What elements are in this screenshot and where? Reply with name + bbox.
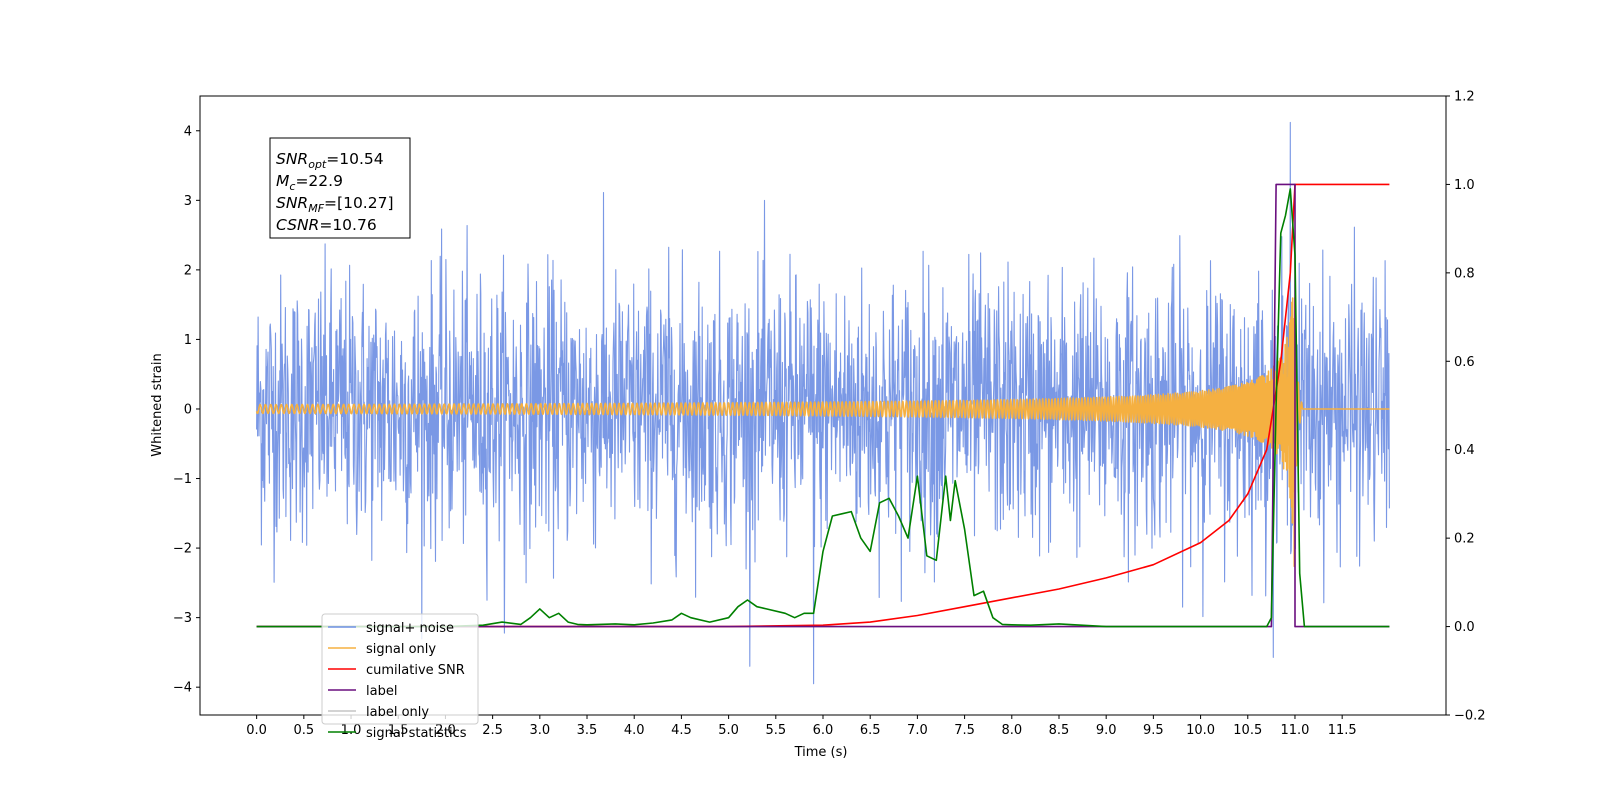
x-tick-label: 10.0 bbox=[1186, 723, 1215, 738]
y-tick-label: 1 bbox=[184, 333, 192, 348]
x-tick-label: 3.5 bbox=[577, 723, 598, 738]
legend-label: cumilative SNR bbox=[366, 663, 465, 678]
x-tick-label: 2.5 bbox=[482, 723, 503, 738]
y-tick-label: −1 bbox=[173, 472, 192, 487]
y-tick-label: 2 bbox=[184, 263, 192, 278]
y-tick-label: −2 bbox=[173, 542, 192, 557]
y-right-tick-label: 0.6 bbox=[1454, 355, 1475, 370]
x-tick-label: 5.5 bbox=[765, 723, 786, 738]
y-right-tick-label: 0.8 bbox=[1454, 266, 1475, 281]
stats-annotation-box: SNRopt=10.54Mc=22.9SNRMF=[10.27]CSNR=10.… bbox=[269, 137, 411, 239]
legend-label: signal only bbox=[366, 642, 436, 657]
x-tick-label: 10.5 bbox=[1233, 723, 1262, 738]
x-tick-label: 6.5 bbox=[860, 723, 881, 738]
series-signal-only-line bbox=[255, 296, 1390, 568]
x-tick-label: 9.0 bbox=[1096, 723, 1117, 738]
x-tick-label: 1.0 bbox=[341, 723, 362, 738]
x-tick-label: 8.0 bbox=[1001, 723, 1022, 738]
x-tick-label: 3.0 bbox=[529, 723, 550, 738]
x-tick-label: 0.0 bbox=[246, 723, 267, 738]
x-tick-label: 6.0 bbox=[813, 723, 834, 738]
x-tick-label: 7.0 bbox=[907, 723, 928, 738]
x-tick-label: 8.5 bbox=[1049, 723, 1070, 738]
x-tick-label: 0.5 bbox=[293, 723, 314, 738]
y-right-tick-label: 0.4 bbox=[1454, 443, 1475, 458]
x-tick-label: 11.0 bbox=[1280, 723, 1309, 738]
legend: signal+ noise signal only cumilative SNR la… bbox=[321, 613, 479, 741]
annotation-frame bbox=[269, 137, 411, 239]
y-tick-label: 4 bbox=[184, 124, 192, 139]
x-tick-label: 1.5 bbox=[388, 723, 409, 738]
x-tick-label: 2.0 bbox=[435, 723, 456, 738]
x-tick-label: 9.5 bbox=[1143, 723, 1164, 738]
annotation-line: SNRopt=10.54 bbox=[276, 150, 384, 171]
x-axis: 0.0 0.5 1.0 1.5 2.0 2.5 3.0 3.5 4.0 4.5 5.0 5.5 6.0 6… bbox=[246, 715, 1357, 738]
series-signal-statistics-line bbox=[256, 188, 1390, 628]
y-right-tick-label: 1.2 bbox=[1454, 90, 1475, 105]
legend-label: label bbox=[366, 684, 397, 699]
x-axis-label: Time (s) bbox=[794, 745, 848, 760]
x-tick-label: 11.5 bbox=[1328, 723, 1357, 738]
y-tick-label: 3 bbox=[184, 194, 192, 209]
series-cumilative-snr-line bbox=[256, 183, 1390, 628]
legend-label: signal statistics bbox=[366, 726, 467, 741]
legend-frame bbox=[321, 613, 479, 725]
y-right-tick-label: 0.0 bbox=[1454, 620, 1475, 635]
legend-label: label only bbox=[366, 705, 429, 720]
y-tick-label: 0 bbox=[184, 402, 192, 417]
x-tick-label: 7.5 bbox=[954, 723, 975, 738]
y-axis-left: 4 3 2 1 0 −1 −2 −3 −4 bbox=[173, 124, 200, 696]
x-tick-label: 5.0 bbox=[718, 723, 739, 738]
y-axis-right: 1.2 1.0 0.8 0.6 0.4 0.2 0.0 −0.2 bbox=[1446, 90, 1486, 724]
legend-label: signal+ noise bbox=[366, 621, 454, 636]
plot-area bbox=[255, 121, 1390, 685]
y-right-tick-label: 1.0 bbox=[1454, 178, 1475, 193]
y-tick-label: −4 bbox=[173, 681, 192, 696]
annotation-line: CSNR=10.76 bbox=[276, 216, 377, 234]
x-tick-label: 4.0 bbox=[624, 723, 645, 738]
y-right-tick-label: −0.2 bbox=[1454, 709, 1486, 724]
y-right-tick-label: 0.2 bbox=[1454, 532, 1475, 547]
annotation-line: Mc=22.9 bbox=[276, 172, 343, 193]
x-tick-label: 4.5 bbox=[671, 723, 692, 738]
y-tick-label: −3 bbox=[173, 611, 192, 626]
annotation-line: SNRMF=[10.27] bbox=[276, 194, 394, 215]
y-axis-label: Whitened strain bbox=[150, 353, 165, 456]
